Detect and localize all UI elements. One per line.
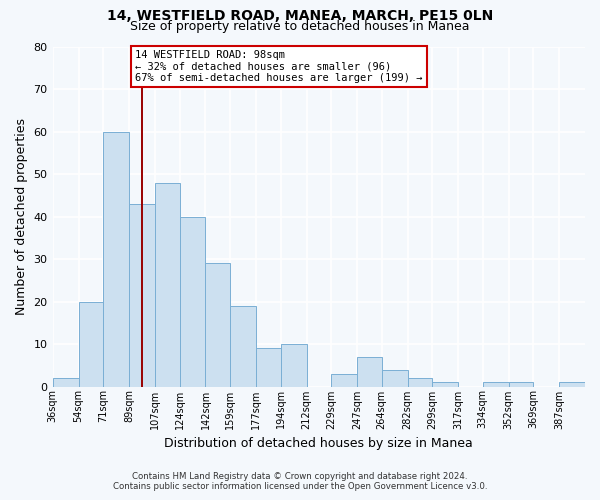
Y-axis label: Number of detached properties: Number of detached properties — [15, 118, 28, 315]
Bar — [482, 382, 509, 386]
Bar — [129, 204, 155, 386]
Bar — [179, 216, 205, 386]
Bar — [103, 132, 129, 386]
X-axis label: Distribution of detached houses by size in Manea: Distribution of detached houses by size … — [164, 437, 473, 450]
Text: 14, WESTFIELD ROAD, MANEA, MARCH, PE15 0LN: 14, WESTFIELD ROAD, MANEA, MARCH, PE15 0… — [107, 9, 493, 23]
Text: 14 WESTFIELD ROAD: 98sqm
← 32% of detached houses are smaller (96)
67% of semi-d: 14 WESTFIELD ROAD: 98sqm ← 32% of detach… — [135, 50, 422, 83]
Bar — [432, 382, 458, 386]
Bar — [559, 382, 585, 386]
Bar — [331, 374, 357, 386]
Bar — [382, 370, 407, 386]
Bar — [79, 302, 103, 386]
Bar — [155, 182, 179, 386]
Bar — [509, 382, 533, 386]
Bar — [230, 306, 256, 386]
Bar — [407, 378, 432, 386]
Text: Contains HM Land Registry data © Crown copyright and database right 2024.
Contai: Contains HM Land Registry data © Crown c… — [113, 472, 487, 491]
Bar — [256, 348, 281, 387]
Bar — [281, 344, 307, 387]
Bar — [357, 357, 382, 386]
Text: Size of property relative to detached houses in Manea: Size of property relative to detached ho… — [130, 20, 470, 33]
Bar — [53, 378, 79, 386]
Bar — [205, 264, 230, 386]
